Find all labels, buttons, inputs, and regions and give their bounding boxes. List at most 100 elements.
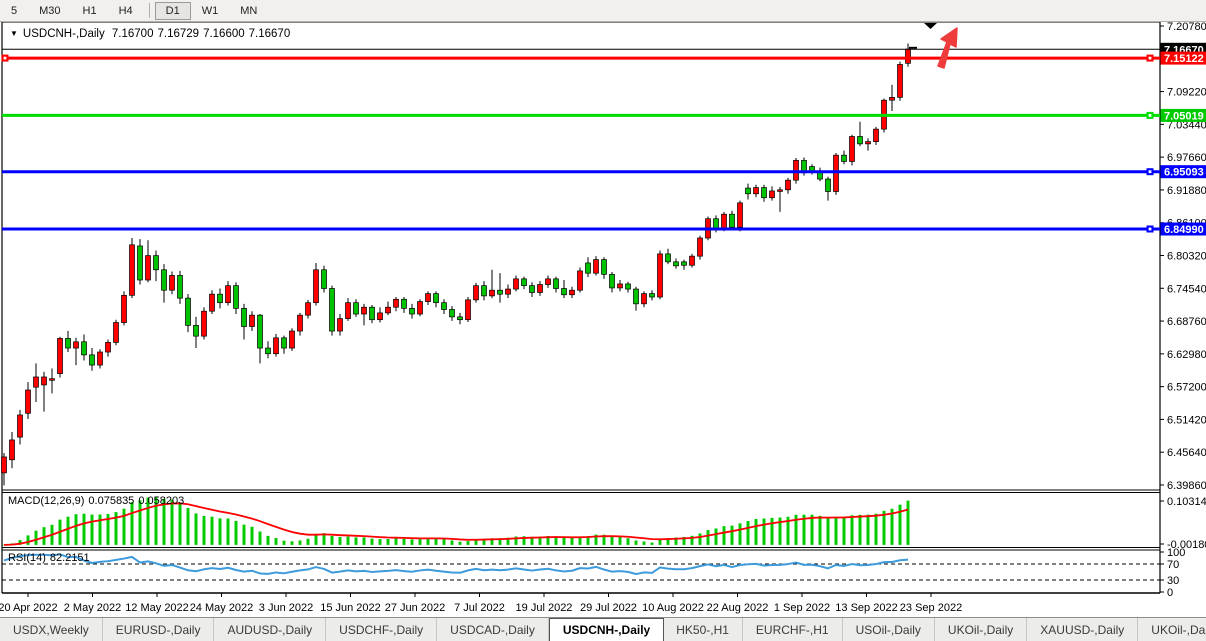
macd-histogram-bar xyxy=(738,523,742,545)
timeframe-button-h1[interactable]: H1 xyxy=(82,4,97,17)
quote-open: 7.16700 xyxy=(111,28,154,40)
macd-panel[interactable]: 0.103149 -0.001801 xyxy=(2,496,1206,551)
macd-histogram-bar xyxy=(234,520,238,545)
bear-candle xyxy=(857,136,863,145)
bear-candle xyxy=(185,297,191,326)
date-tick-label: 24 May 2022 xyxy=(190,602,254,614)
macd-histogram-bar xyxy=(506,537,510,545)
symbol-tab-audusd-daily[interactable]: AUDUSD-,Daily xyxy=(214,618,327,641)
bear-candle xyxy=(529,285,535,293)
timeframe-button-5[interactable]: 5 xyxy=(11,4,18,17)
macd-label: MACD(12,26,9) 0.075835 0.058203 xyxy=(8,495,188,507)
symbol-tab-usdx-weekly[interactable]: USDX,Weekly xyxy=(0,618,103,641)
chart-symbol: USDCNH-,Daily xyxy=(22,28,105,40)
bull-candle xyxy=(25,389,31,414)
price-axis[interactable]: 7.207807.092207.034406.976606.918806.861… xyxy=(1160,21,1206,492)
bear-candle xyxy=(585,262,591,274)
macd-histogram-bar xyxy=(66,516,70,545)
bear-candle xyxy=(625,283,631,290)
toolbar-separator xyxy=(148,3,150,18)
macd-histogram-bar xyxy=(298,540,302,545)
macd-histogram-bar xyxy=(698,533,702,545)
bull-candle xyxy=(641,293,647,305)
quote-low: 7.16600 xyxy=(203,28,245,40)
macd-histogram-bar xyxy=(474,539,478,545)
macd-histogram-bar xyxy=(274,538,278,545)
macd-histogram-bar xyxy=(410,539,414,545)
bear-candle xyxy=(665,253,671,263)
bear-candle xyxy=(409,308,415,315)
bear-candle xyxy=(825,178,831,192)
rsi-axis-label: 30 xyxy=(1167,575,1179,587)
bull-candle xyxy=(417,301,423,315)
bull-candle xyxy=(873,128,879,142)
symbol-tab-ukoil-daily[interactable]: UKOil-,Daily xyxy=(935,618,1028,641)
symbol-tab-usdchf-daily[interactable]: USDCHF-,Daily xyxy=(326,618,438,641)
bull-candle xyxy=(129,244,135,296)
symbol-tab-usdcnh-daily[interactable]: USDCNH-,Daily xyxy=(548,618,665,641)
macd-histogram-bar xyxy=(194,513,198,545)
macd-histogram-bar xyxy=(202,515,206,545)
symbol-tab-eurchf-h1[interactable]: EURCHF-,H1 xyxy=(743,618,843,641)
bull-candle xyxy=(617,283,623,289)
symbol-tab-eurusd-daily[interactable]: EURUSD-,Daily xyxy=(103,618,215,641)
symbol-tab-xauusd-daily[interactable]: XAUUSD-,Daily xyxy=(1027,618,1139,641)
macd-histogram-bar xyxy=(610,536,614,545)
bull-candle xyxy=(425,293,431,302)
bear-candle xyxy=(441,302,447,310)
bear-candle xyxy=(233,285,239,309)
symbol-tab-hk50-h1[interactable]: HK50-,H1 xyxy=(663,618,743,641)
timeframe-button-h4[interactable]: H4 xyxy=(118,4,133,17)
macd-histogram-bar xyxy=(250,526,254,545)
timeframe-button-d1[interactable]: D1 xyxy=(154,1,191,20)
bull-candle xyxy=(593,259,599,274)
chart-shift-triangle-icon[interactable] xyxy=(924,23,937,29)
timeframe-button-m30[interactable]: M30 xyxy=(39,4,61,17)
macd-histogram-bar xyxy=(146,497,150,545)
bull-candle xyxy=(473,285,479,301)
bear-candle xyxy=(369,306,375,321)
macd-histogram-bar xyxy=(770,517,774,545)
macd-histogram-bar xyxy=(890,508,894,545)
chart-title: ▼ USDCNH-,Daily 7.16700 7.16729 7.16600 7.16… xyxy=(10,28,294,40)
bear-candle xyxy=(89,354,95,366)
macd-histogram-bar xyxy=(730,525,734,545)
macd-histogram-bar xyxy=(674,537,678,545)
timeframe-button-mn[interactable]: MN xyxy=(240,4,258,17)
rsi-axis-label: 70 xyxy=(1167,559,1179,571)
macd-histogram-bar xyxy=(578,536,582,545)
date-tick-label: 3 Jun 2022 xyxy=(259,602,313,614)
macd-histogram-bar xyxy=(642,541,646,545)
chart-markers[interactable] xyxy=(924,23,958,69)
bear-candle xyxy=(609,273,615,289)
bull-candle xyxy=(393,298,399,308)
bull-candle xyxy=(897,64,903,98)
macd-histogram-bar xyxy=(850,515,854,545)
bull-candle xyxy=(769,190,775,199)
date-axis[interactable]: 20 Apr 2022 2 May 2022 12 May 2022 24 May 2… xyxy=(0,593,962,614)
bear-candle xyxy=(217,293,223,304)
symbol-dropdown-icon[interactable]: ▼ xyxy=(10,29,18,38)
macd-histogram-bar xyxy=(898,504,902,545)
symbol-tab-ukoil-da[interactable]: UKOil-,Da xyxy=(1138,618,1206,641)
symbol-tab-usdcad-daily[interactable]: USDCAD-,Daily xyxy=(437,618,549,641)
bear-candle xyxy=(673,261,679,267)
support-line-2-tag-text: 6.95093 xyxy=(1164,167,1204,179)
macd-histogram-bar xyxy=(290,541,294,545)
macd-histogram-bar xyxy=(122,508,126,545)
bull-candle xyxy=(697,237,703,257)
timeframe-button-w1[interactable]: W1 xyxy=(201,4,219,17)
macd-histogram-bar xyxy=(178,502,182,545)
up-arrow-object[interactable] xyxy=(937,27,958,69)
hline-objects[interactable] xyxy=(1,54,1160,233)
bull-candle xyxy=(569,289,575,296)
symbol-tab-usoil-daily[interactable]: USOil-,Daily xyxy=(843,618,935,641)
macd-histogram-bar xyxy=(418,539,422,545)
bull-candle xyxy=(385,306,391,314)
macd-histogram-bar xyxy=(138,500,142,545)
bull-candle xyxy=(225,285,231,304)
price-tick-label: 7.03440 xyxy=(1167,119,1206,131)
